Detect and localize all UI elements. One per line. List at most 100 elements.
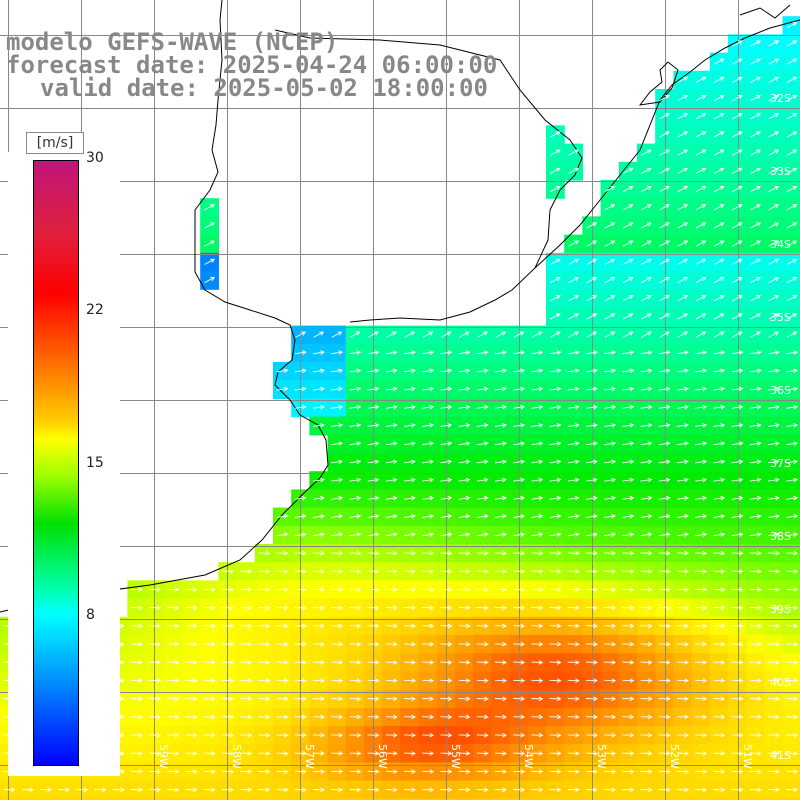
- wind-arrow: [494, 678, 507, 683]
- wind-arrow: [349, 423, 362, 428]
- wind-arrow: [604, 751, 617, 756]
- wind-arrow: [240, 732, 253, 738]
- wind-cell: [782, 798, 800, 800]
- wind-arrow: [586, 295, 598, 302]
- wind-arrow: [440, 787, 453, 793]
- wind-arrow: [39, 787, 52, 793]
- wind-cell: [254, 798, 274, 800]
- wind-arrow: [749, 678, 762, 683]
- wind-arrow: [440, 660, 453, 665]
- wind-arrow: [458, 550, 471, 556]
- wind-arrow: [258, 678, 271, 683]
- wind-arrow: [403, 641, 416, 647]
- wind-arrow: [768, 58, 780, 65]
- wind-arrow: [549, 477, 562, 483]
- wind-arrow: [604, 732, 617, 738]
- wind-arrow: [312, 660, 325, 665]
- wind-arrow: [349, 495, 362, 501]
- wind-cell: [345, 798, 365, 800]
- wind-arrow: [676, 787, 689, 793]
- wind-arrow: [786, 769, 799, 774]
- wind-arrow: [258, 623, 271, 629]
- wind-arrow: [531, 587, 544, 592]
- wind-arrow: [713, 550, 726, 556]
- wind-arrow: [750, 277, 761, 284]
- wind-arrow: [567, 495, 580, 501]
- wind-arrow: [622, 660, 635, 665]
- wind-arrow: [713, 331, 725, 338]
- wind-arrow: [221, 751, 234, 756]
- wind-arrow: [312, 423, 325, 428]
- wind-arrow: [494, 569, 507, 574]
- wind-arrow: [749, 495, 762, 501]
- wind-arrow: [786, 40, 798, 47]
- wind-arrow: [403, 404, 416, 410]
- wind-arrow: [732, 186, 743, 193]
- wind-arrow: [367, 660, 380, 665]
- wind-arrow: [167, 696, 180, 702]
- wind-arrow: [240, 714, 253, 720]
- wind-arrow: [749, 696, 762, 702]
- wind-arrow: [731, 441, 744, 446]
- wind-arrow: [76, 787, 89, 793]
- wind-arrow: [676, 404, 689, 410]
- wind-arrow: [749, 477, 762, 483]
- wind-arrow: [768, 313, 780, 320]
- wind-arrow: [349, 769, 362, 774]
- wind-arrow: [732, 167, 743, 174]
- wind-arrow: [622, 532, 635, 537]
- wind-arrow: [676, 423, 689, 428]
- wind-arrow: [549, 350, 562, 355]
- wind-arrow: [476, 641, 489, 647]
- wind-cell: [382, 798, 401, 800]
- wind-arrow: [203, 660, 216, 665]
- wind-arrow: [713, 204, 725, 211]
- wind-arrow: [494, 751, 507, 756]
- wind-arrow: [659, 277, 670, 284]
- wind-arrow: [494, 514, 507, 519]
- wind-arrow: [641, 204, 652, 211]
- wind-arrow: [294, 368, 307, 374]
- wind-arrow: [786, 76, 798, 83]
- wind-arrow: [149, 623, 162, 629]
- wind-arrow: [659, 113, 670, 120]
- wind-arrow: [349, 623, 362, 629]
- wind-arrow: [276, 623, 289, 629]
- wind-arrow: [331, 368, 344, 374]
- wind-arrow: [786, 587, 799, 592]
- wind-arrow: [695, 696, 708, 702]
- wind-arrow: [676, 459, 689, 465]
- wind-arrow: [531, 495, 544, 501]
- longitude-label: 57W: [303, 744, 316, 769]
- wind-arrow: [549, 514, 562, 519]
- wind-arrow: [149, 678, 162, 683]
- latitude-label: 32S: [770, 92, 791, 105]
- wind-cell: [473, 798, 492, 800]
- wind-arrow: [695, 76, 707, 83]
- wind-arrow: [349, 350, 362, 355]
- wind-arrow: [221, 641, 234, 647]
- wind-arrow: [786, 514, 799, 519]
- wind-arrow: [494, 623, 507, 629]
- wind-arrow: [403, 605, 416, 611]
- wind-arrow: [513, 732, 526, 738]
- wind-arrow: [440, 459, 453, 465]
- wind-arrow: [494, 641, 507, 647]
- wind-arrow: [203, 678, 216, 683]
- wind-arrow: [549, 751, 562, 756]
- wind-arrow: [640, 678, 653, 683]
- wind-arrow: [403, 386, 416, 392]
- wind-arrow: [549, 459, 562, 465]
- wind-arrow: [641, 295, 652, 302]
- wind-arrow: [768, 277, 780, 284]
- wind-arrow: [531, 477, 544, 483]
- wind-arrow: [349, 532, 362, 537]
- wind-arrow: [440, 386, 453, 392]
- wind-arrow: [21, 787, 34, 793]
- wind-arrow: [622, 641, 635, 647]
- wind-arrow: [640, 569, 653, 574]
- wind-cell: [764, 798, 784, 800]
- wind-arrow: [422, 569, 435, 574]
- wind-arrow: [767, 660, 780, 665]
- wind-arrow: [550, 313, 561, 320]
